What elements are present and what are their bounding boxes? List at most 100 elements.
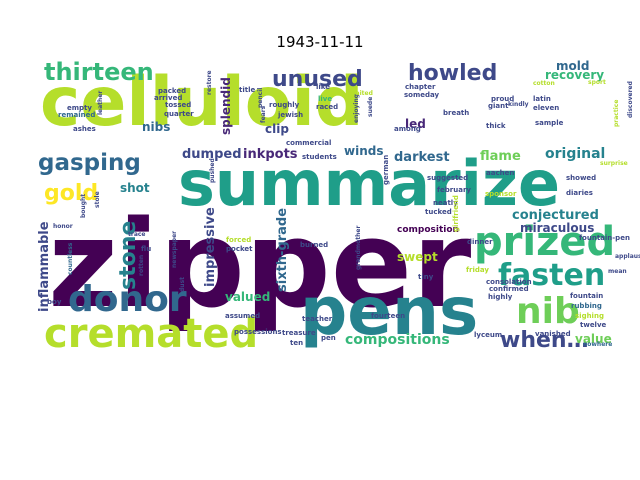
word-donor: donor — [68, 279, 187, 320]
word-burned: burned — [300, 241, 328, 249]
word-live: live — [318, 95, 332, 103]
word-valued: valued — [225, 290, 270, 304]
word-fears: fears — [260, 105, 267, 123]
word-quarter: quarter — [164, 110, 194, 118]
word-applause: applause — [615, 253, 640, 260]
word-commercial: commercial — [286, 139, 331, 147]
word-winds: winds — [344, 144, 383, 158]
word-ten: ten — [290, 339, 303, 347]
word-original: original — [545, 146, 605, 162]
word-breath: breath — [443, 109, 469, 117]
word-value: value — [575, 332, 612, 346]
word-mean: mean — [608, 268, 627, 275]
word-surprise: surprise — [600, 160, 628, 167]
word-swept: swept — [397, 250, 438, 264]
word-prized: prized — [474, 219, 615, 265]
word-jewish: jewish — [277, 111, 303, 119]
word-sport: sport — [588, 79, 606, 86]
word-title: title — [239, 86, 255, 94]
word-boy: boy — [47, 298, 62, 306]
word-fountain-pen: fountain-pen — [579, 234, 630, 242]
word-sighing: sighing — [575, 312, 604, 320]
word-gold: gold — [44, 181, 98, 206]
word-vanished: vanished — [535, 330, 571, 338]
word-grandmother: grandmother — [355, 226, 362, 270]
word-suede: suede — [367, 97, 374, 117]
word-showed: showed — [566, 174, 596, 182]
word-cotton: cotton — [533, 80, 555, 87]
word-gasping: gasping — [38, 150, 141, 176]
word-lyceum: lyceum — [474, 331, 502, 339]
word-twelve: twelve — [580, 321, 607, 329]
word-teacher: teacher — [302, 315, 333, 323]
word-sixth-grade: sixth-grade — [275, 208, 290, 292]
word-chapter: chapter — [405, 83, 436, 91]
word-restore: restore — [206, 70, 213, 95]
word-packed: packed — [158, 87, 186, 95]
word-inkpots: inkpots — [243, 147, 298, 162]
word-sponsor: sponsor — [485, 190, 517, 198]
word-dinner: dinner — [467, 238, 493, 246]
word-leather: leather — [97, 91, 104, 115]
word-led: led — [405, 117, 426, 131]
word-flu: flu — [141, 245, 151, 253]
word-howled: howled — [408, 61, 497, 86]
word-honor: honor — [53, 223, 73, 230]
word-clip: clip — [265, 122, 289, 136]
word-summarize: summarize — [178, 147, 560, 220]
word-practice: practice — [613, 100, 620, 127]
word-enjoying: enjoying — [353, 94, 360, 123]
word-thick: thick — [486, 122, 506, 130]
word-nib: nib — [516, 291, 580, 332]
word-fasten: fasten — [498, 258, 605, 293]
word-empty: empty — [67, 104, 92, 112]
word-dumped: dumped — [182, 147, 242, 162]
word-miraculous: miraculous — [520, 221, 594, 235]
word-nowhere: nowhere — [583, 341, 612, 348]
figure-title: 1943-11-11 — [276, 33, 364, 51]
word-giant: giant — [488, 102, 509, 110]
word-pushed: pushed — [209, 158, 216, 183]
word-rotten: rotten — [138, 255, 145, 276]
word-countless: countless — [67, 242, 74, 275]
word-raced: raced — [316, 103, 338, 111]
word-german: german — [382, 155, 390, 185]
word-celluloid: celluloid — [40, 63, 363, 142]
word-tucked: tucked — [425, 208, 452, 216]
word-remained: remained — [58, 111, 95, 119]
word-flame: flame — [480, 149, 521, 164]
word-highly: highly — [488, 293, 513, 301]
word-fourteen: fourteen — [371, 312, 405, 320]
word-bought: bought — [80, 194, 87, 218]
word-treasure: treasure — [282, 329, 316, 337]
word-arrived: arrived — [154, 94, 182, 102]
word-cremated: cremated — [44, 311, 258, 357]
word-stole: stole — [94, 191, 101, 208]
word-like: like — [316, 83, 330, 91]
word-kindly: kindly — [508, 101, 529, 108]
word-zipper: zipper — [48, 196, 471, 335]
word-waited: waited — [350, 90, 373, 97]
word-sample: sample — [535, 119, 564, 127]
word-consolation: consolation — [486, 278, 532, 286]
word-unused: unused — [272, 67, 363, 92]
word-composition: composition — [397, 225, 459, 235]
word-diaries: diaries — [566, 189, 593, 197]
word-nibs: nibs — [142, 120, 170, 134]
word-impressive: impressive — [203, 207, 218, 287]
word-darkest: darkest — [394, 150, 450, 165]
word-friday: friday — [466, 266, 489, 274]
word-thirteen: thirteen — [44, 58, 154, 86]
word-forced: forced — [226, 236, 251, 244]
word-aachen: aachen — [486, 169, 514, 177]
word-students: students — [302, 153, 337, 161]
word-trace: trace — [128, 231, 146, 238]
word-pocket: pocket — [226, 245, 253, 253]
word-stone: stone — [116, 221, 141, 290]
word-newspaper: newspaper — [171, 231, 178, 268]
word-inflammable: inflammable — [37, 221, 52, 312]
word-among: among — [394, 125, 421, 133]
word-recovery: recovery — [545, 68, 604, 82]
